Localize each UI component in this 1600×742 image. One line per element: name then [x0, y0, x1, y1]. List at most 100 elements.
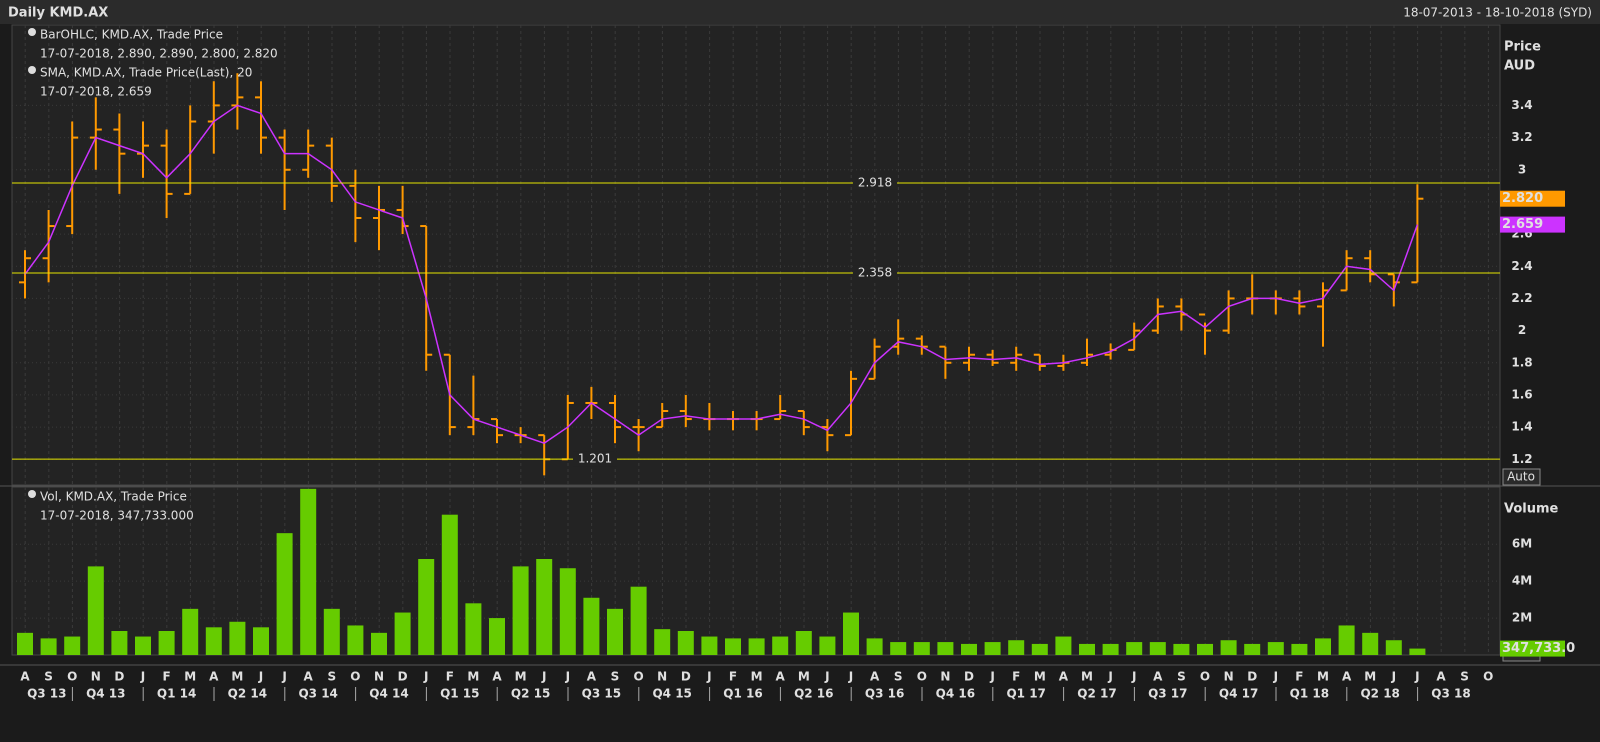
month-label: M	[515, 670, 527, 684]
volume-bar	[1126, 642, 1143, 655]
volume-bar	[961, 643, 977, 655]
month-label: F	[1295, 670, 1303, 684]
volume-bar	[1267, 642, 1284, 655]
month-label: J	[1107, 670, 1112, 684]
month-label: A	[209, 670, 219, 684]
axis-title: Price	[1504, 40, 1541, 55]
month-label: J	[140, 670, 145, 684]
month-label: S	[1460, 670, 1469, 684]
month-label: D	[964, 670, 974, 684]
month-label: J	[989, 670, 994, 684]
month-label: N	[1224, 670, 1234, 684]
last-value-tag	[1500, 640, 1565, 657]
level-label-bg	[573, 451, 617, 467]
month-label: O	[1200, 670, 1210, 684]
quarter-label: Q2 16	[794, 687, 833, 701]
quarter-label: Q3 14	[298, 687, 337, 701]
volume-bar	[559, 568, 576, 655]
month-label: O	[67, 670, 77, 684]
quarter-label: Q3 17	[1148, 687, 1187, 701]
volume-bar	[1291, 643, 1308, 655]
volume-bar	[748, 638, 765, 655]
quarter-label: Q2 15	[511, 687, 550, 701]
quarter-label: Q3 15	[582, 687, 621, 701]
month-label: A	[587, 670, 597, 684]
volume-bar	[1008, 640, 1025, 655]
quarter-label: Q4 16	[936, 687, 975, 701]
month-label: J	[423, 670, 428, 684]
volume-bar	[158, 631, 175, 655]
month-label: S	[44, 670, 53, 684]
volume-bar	[1338, 625, 1355, 655]
volume-bar	[300, 488, 317, 655]
month-label: N	[657, 670, 667, 684]
volume-bar	[1079, 643, 1095, 655]
legend-detail: 17-07-2018, 2.890, 2.890, 2.800, 2.820	[40, 47, 278, 61]
quarter-label: Q2 18	[1360, 687, 1399, 701]
volume-bar	[111, 631, 128, 655]
month-label: N	[374, 670, 384, 684]
volume-bar	[40, 638, 57, 655]
month-label: A	[1436, 670, 1446, 684]
quarter-label: Q4 13	[86, 687, 125, 701]
y-tick-label: 3.2	[1511, 130, 1532, 144]
legend-detail: 17-07-2018, 347,733.000	[40, 509, 194, 523]
volume-bar	[441, 514, 458, 655]
month-label: M	[467, 670, 479, 684]
volume-bar	[17, 632, 33, 655]
month-label: N	[91, 670, 101, 684]
quarter-label: Q3 13	[27, 687, 66, 701]
quarter-label: Q1 16	[723, 687, 762, 701]
volume-bar	[276, 533, 293, 655]
quarter-label: Q1 17	[1006, 687, 1045, 701]
legend-name: BarOHLC, KMD.AX, Trade Price	[40, 28, 223, 42]
auto-button-label[interactable]: Auto	[1507, 470, 1535, 484]
volume-bar	[866, 638, 883, 655]
volume-bar	[795, 631, 812, 655]
last-value-tag	[1500, 190, 1565, 207]
last-value-tag	[1500, 216, 1565, 233]
volume-bar	[512, 566, 529, 655]
y-tick-label: 6M	[1512, 537, 1532, 551]
month-label: J	[541, 670, 546, 684]
auto-button[interactable]	[1502, 468, 1541, 486]
quarter-label: Q1 15	[440, 687, 479, 701]
volume-bar	[701, 636, 718, 655]
volume-bar	[1220, 640, 1237, 655]
legend-name: Vol, KMD.AX, Trade Price	[40, 490, 187, 504]
volume-bar	[323, 608, 340, 655]
month-label: O	[1483, 670, 1493, 684]
level-label: 2.358	[858, 266, 892, 280]
volume-bar	[1031, 643, 1048, 655]
level-label: 2.918	[858, 175, 892, 189]
volume-bar	[182, 608, 199, 655]
month-label: S	[611, 670, 620, 684]
month-label: O	[350, 670, 360, 684]
month-label: F	[162, 670, 170, 684]
month-label: J	[258, 670, 263, 684]
month-label: D	[1247, 670, 1257, 684]
month-label: M	[1364, 670, 1376, 684]
month-label: S	[327, 670, 336, 684]
legend-icon	[28, 28, 36, 36]
legend-icon	[28, 490, 36, 498]
month-label: D	[114, 670, 124, 684]
legend-name: SMA, KMD.AX, Trade Price(Last), 20	[40, 66, 252, 80]
month-label: J	[848, 670, 853, 684]
month-label: O	[633, 670, 643, 684]
volume-bar	[819, 636, 836, 655]
volume-bar	[1055, 636, 1072, 655]
volume-bar	[630, 586, 647, 655]
volume-bar	[1149, 642, 1166, 655]
month-label: D	[398, 670, 408, 684]
volume-bar	[937, 642, 954, 655]
volume-bar	[654, 629, 671, 655]
sma-line	[24, 104, 1419, 445]
volume-bar	[253, 627, 269, 655]
month-label: S	[1177, 670, 1186, 684]
month-label: J	[706, 670, 711, 684]
month-label: D	[681, 670, 691, 684]
month-label: J	[281, 670, 286, 684]
volume-bar	[1173, 643, 1190, 655]
month-label: N	[940, 670, 950, 684]
